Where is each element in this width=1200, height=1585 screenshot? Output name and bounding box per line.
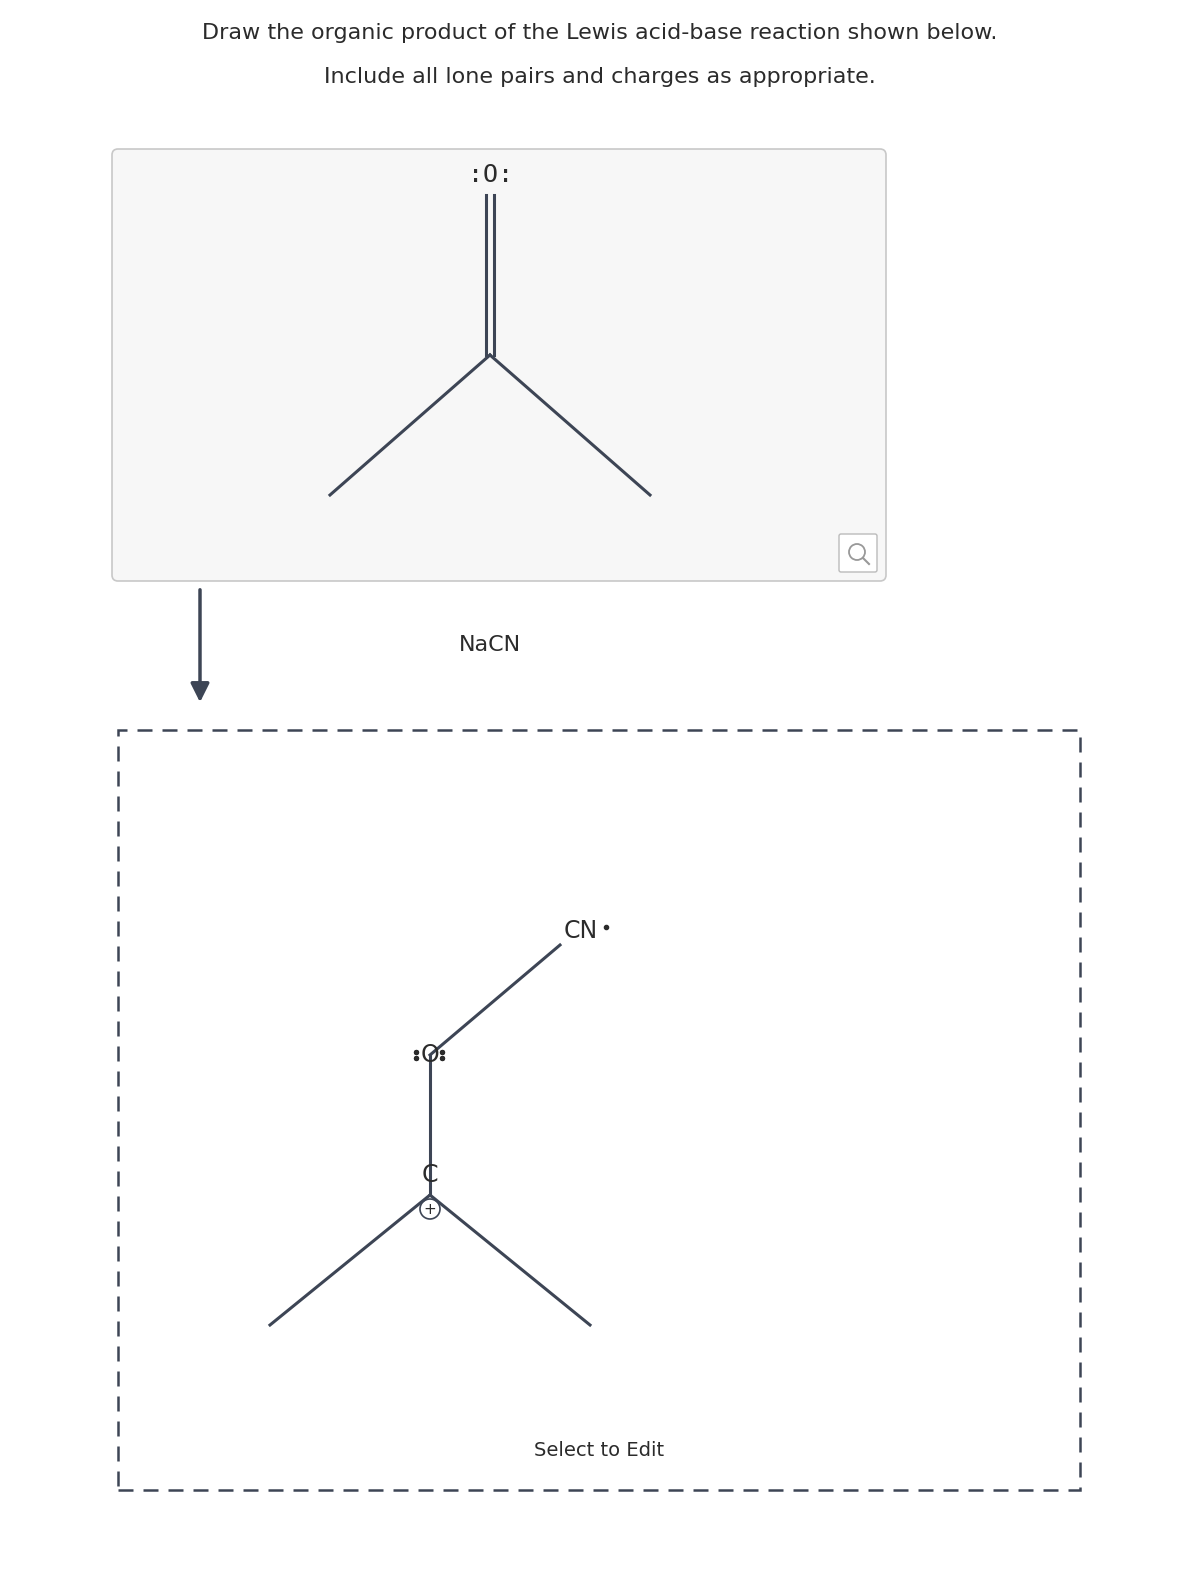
FancyBboxPatch shape (112, 149, 886, 582)
Bar (118, 731, 1080, 1490)
Text: NaCN: NaCN (458, 636, 521, 655)
Text: Select to Edit: Select to Edit (534, 1441, 664, 1460)
Text: Draw the organic product of the Lewis acid-base reaction shown below.: Draw the organic product of the Lewis ac… (203, 24, 997, 43)
Text: C: C (421, 1163, 438, 1187)
Text: CN: CN (564, 919, 599, 943)
Text: Include all lone pairs and charges as appropriate.: Include all lone pairs and charges as ap… (324, 67, 876, 87)
Text: :O:: :O: (468, 163, 512, 187)
Text: O: O (421, 1043, 439, 1067)
Text: +: + (424, 1201, 437, 1217)
FancyBboxPatch shape (839, 534, 877, 572)
